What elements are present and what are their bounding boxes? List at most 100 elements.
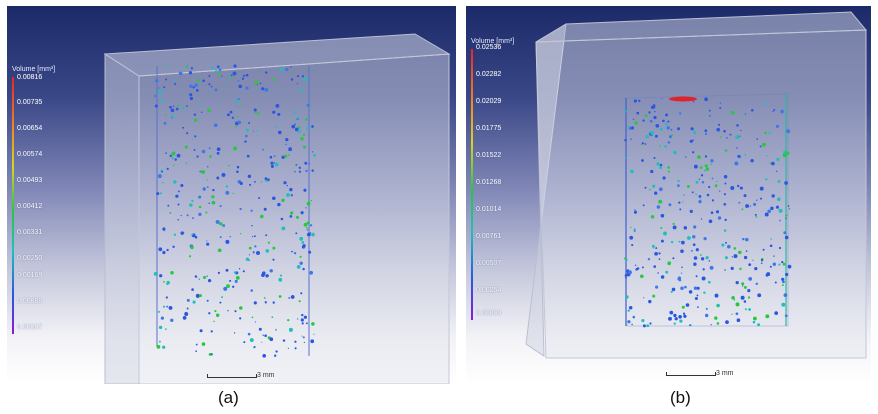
pore-dot (775, 124, 780, 129)
scale-bar-label: 3 mm (257, 372, 275, 379)
pore-dot (284, 154, 288, 158)
pore-dot (214, 310, 217, 313)
pore-dot (290, 66, 292, 68)
pore-dot (215, 219, 220, 224)
pore-dot (285, 143, 287, 146)
pore-dot (636, 267, 640, 270)
pore-dot (162, 345, 166, 349)
pore-dot (208, 83, 211, 86)
pore-dot (762, 248, 765, 251)
pore-dot (251, 235, 254, 238)
pore-dot (641, 159, 644, 162)
pore-dot (251, 224, 253, 227)
pore-dot (693, 131, 697, 135)
pore-dot (760, 262, 763, 265)
pore-dot (249, 338, 254, 343)
pore-dot (240, 233, 242, 235)
pore-dot (273, 162, 276, 164)
pore-dot (769, 265, 772, 268)
pore-dot (233, 332, 236, 334)
pore-dot (279, 67, 283, 72)
pore-dot (725, 320, 729, 324)
pore-dot (279, 274, 283, 277)
pore-dot (309, 270, 314, 275)
volume-legend-b: Volume [mm³] 0.02536 0.02282 0.02029 0.0… (468, 38, 514, 320)
pore-dot (625, 295, 629, 299)
pore-dot (311, 169, 314, 172)
pore-dot (672, 222, 675, 225)
pore-dot (224, 83, 227, 86)
pore-dot (738, 250, 742, 255)
pore-dot (270, 161, 274, 165)
pore-dot (737, 184, 740, 188)
pore-dot (205, 211, 208, 214)
pore-dot (184, 145, 188, 149)
pore-dot (772, 110, 774, 113)
pore-dot (741, 208, 744, 211)
pore-dot (208, 353, 212, 356)
pore-dot (243, 341, 246, 344)
pore-dot (219, 301, 222, 304)
pore-dot (272, 110, 276, 114)
pore-dot (736, 318, 741, 323)
pore-dot (683, 194, 685, 196)
pore-dot (225, 185, 229, 188)
specimen-left-face (525, 23, 567, 357)
pore-dot (710, 159, 714, 163)
pore-dot (704, 97, 708, 102)
pore-dot (206, 275, 208, 277)
pore-dot (680, 286, 684, 291)
pore-dot (188, 255, 192, 258)
pore-dot (231, 116, 234, 119)
pore-dot (237, 79, 240, 82)
pore-dot (236, 115, 239, 118)
pore-dot (659, 166, 663, 170)
pore-dot (239, 306, 243, 310)
pore-dot (736, 147, 738, 149)
pore-dot (683, 314, 687, 318)
pore-dot (743, 194, 747, 198)
pore-dot (691, 249, 693, 252)
pore-dot (251, 316, 254, 319)
volume-legend-a: Volume [mm³] 0.00816 0.00735 0.00654 0.0… (9, 66, 55, 334)
pore-dot (724, 269, 726, 271)
pore-dot (695, 180, 699, 184)
pore-dot (719, 102, 722, 104)
pore-dot (171, 151, 176, 156)
pore-dot (672, 225, 677, 230)
pore-dot (306, 221, 310, 225)
pore-dot (206, 179, 208, 181)
pore-dot (787, 264, 792, 269)
pore-dot (730, 186, 735, 190)
pore-dot (182, 316, 187, 320)
pore-dot (719, 107, 722, 110)
pore-dot (644, 143, 647, 145)
pore-dot (778, 208, 783, 213)
pore-dot (304, 161, 308, 165)
pore-dot (221, 296, 224, 299)
pore-dot (277, 202, 281, 207)
pore-dot (169, 154, 173, 158)
pore-dot (265, 234, 268, 237)
pore-dot (781, 284, 784, 287)
pore-dot (288, 147, 292, 152)
pore-dot (773, 108, 776, 111)
pore-dot (229, 235, 231, 238)
pore-dot (628, 270, 632, 275)
pore-dot (270, 164, 274, 168)
pore-dot (673, 150, 677, 155)
pore-dot (230, 74, 233, 77)
pore-dot (660, 275, 665, 279)
pore-dot (208, 312, 211, 315)
pore-dot (193, 113, 197, 116)
pore-dot (723, 175, 728, 179)
pore-dot (704, 170, 706, 172)
pore-dot (301, 322, 304, 325)
pore-dot (202, 275, 207, 280)
legend-tick: 0.00007 (17, 324, 43, 331)
pore-dot (679, 319, 683, 323)
pore-dot (155, 79, 159, 83)
pore-dot (246, 154, 250, 158)
pore-dot (190, 67, 194, 70)
pore-dot (306, 103, 310, 107)
